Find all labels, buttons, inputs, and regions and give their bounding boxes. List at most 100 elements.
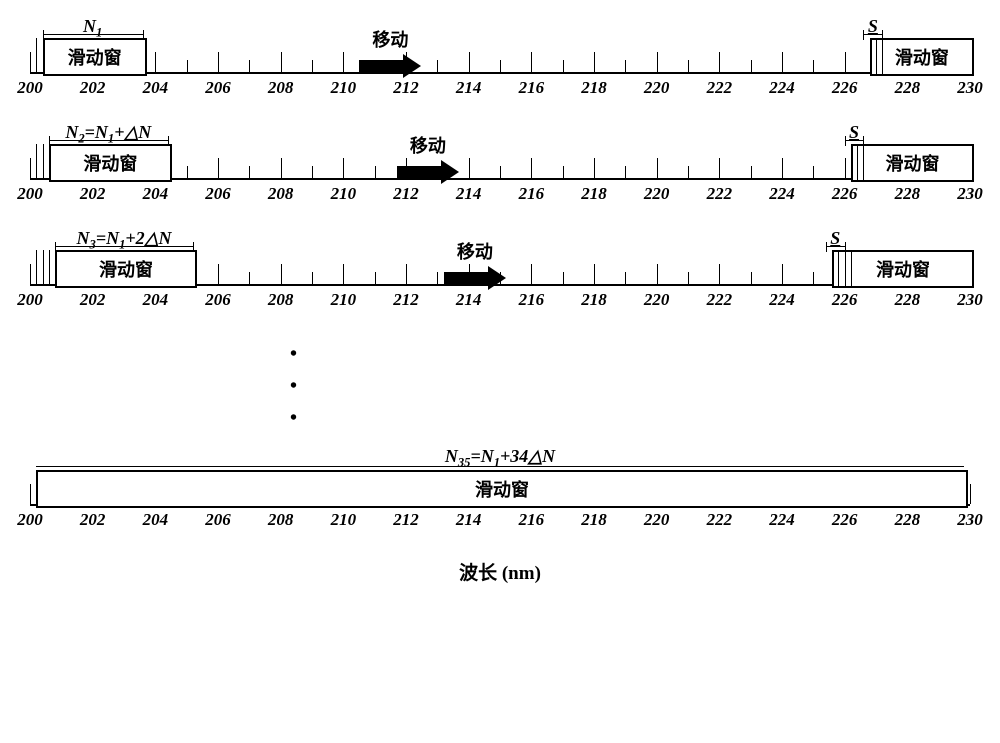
tick-label: 214 [456,78,482,98]
dim-end [863,136,864,146]
minor-tick [813,166,814,178]
tick-label: 206 [205,184,231,204]
sliding-window-left: 滑动窗 [49,144,172,182]
tick-label: 226 [832,78,858,98]
tick-label: 224 [769,510,795,530]
dim-end [55,242,56,252]
tick-label: 222 [707,290,733,310]
minor-tick [751,60,752,72]
sliding-window-left: 滑动窗 [55,250,197,288]
diagram-row-last: 2002022042062082102122142162182202222242… [10,452,990,530]
major-tick [343,158,344,178]
major-tick [406,264,407,284]
step-marker [49,250,50,286]
diagram-row: 2002022042062082102122142162182202222242… [10,126,990,204]
tick-label: 204 [143,78,169,98]
tick-label: 222 [707,78,733,98]
tick-label: 212 [393,510,419,530]
major-tick [845,158,846,178]
dim-end [845,136,846,146]
axis-container: 2002022042062082102122142162182202222242… [10,452,990,530]
sliding-window-diagram: 2002022042062082102122142162182202222242… [10,20,990,585]
axis-line [30,72,970,74]
tick-label: 228 [895,184,921,204]
move-label: 移动 [457,238,493,264]
tick-label: 218 [581,78,607,98]
major-tick [531,52,532,72]
major-tick [594,158,595,178]
minor-tick [437,272,438,284]
minor-tick [500,166,501,178]
sliding-window-right: 滑动窗 [870,38,974,76]
tick-label: 216 [519,290,545,310]
tick-label: 226 [832,510,858,530]
major-tick [281,264,282,284]
major-tick [657,158,658,178]
tick-label: 204 [143,290,169,310]
tick-label: 206 [205,78,231,98]
major-tick [30,264,31,284]
step-marker [845,250,846,286]
dim-end [143,30,144,40]
step-marker [857,144,858,180]
minor-tick [625,60,626,72]
minor-tick [500,60,501,72]
minor-tick [249,60,250,72]
axis-container: 2002022042062082102122142162182202222242… [10,126,990,204]
x-axis-label: 波长 (nm) [10,558,990,585]
major-tick [594,264,595,284]
s-label: S [830,228,840,249]
tick-label: 226 [832,184,858,204]
axis-container: 2002022042062082102122142162182202222242… [10,20,990,98]
arrow-icon [397,160,459,184]
move-label: 移动 [410,132,446,158]
tick-label: 220 [644,510,670,530]
tick-label: 214 [456,184,482,204]
tick-label: 226 [832,290,858,310]
tick-label: 208 [268,290,294,310]
minor-tick [249,166,250,178]
tick-label: 206 [205,290,231,310]
minor-tick [751,166,752,178]
tick-label: 218 [581,184,607,204]
minor-tick [375,272,376,284]
minor-tick [312,272,313,284]
ellipsis-dots: ••• [290,338,990,434]
minor-tick [563,272,564,284]
tick-label: 210 [331,184,357,204]
sliding-window-right: 滑动窗 [851,144,974,182]
window-label: 滑动窗 [876,256,930,282]
minor-tick [813,60,814,72]
major-tick [469,158,470,178]
major-tick [343,52,344,72]
tick-label: 200 [17,78,43,98]
arrow-icon [359,54,421,78]
tick-label: 200 [17,510,43,530]
tick-label: 230 [957,510,983,530]
minor-tick [688,60,689,72]
move-arrow: 移动 [359,26,421,78]
tick-label: 230 [957,184,983,204]
major-tick [782,264,783,284]
sliding-window-left: 滑动窗 [43,38,147,76]
major-tick [531,264,532,284]
minor-tick [625,272,626,284]
dim-end [43,30,44,40]
dim-end [863,30,864,40]
diagram-row: 2002022042062082102122142162182202222242… [10,20,990,98]
step-marker [36,250,37,286]
minor-tick [625,166,626,178]
major-tick [218,264,219,284]
major-tick [155,52,156,72]
n-label: N2=N1+△N [65,122,151,147]
step-marker [838,250,839,286]
step-marker [43,38,44,74]
major-tick [657,52,658,72]
arrow-icon [444,266,506,290]
window-label: 滑动窗 [895,44,949,70]
tick-label: 216 [519,510,545,530]
tick-label: 210 [331,510,357,530]
step-marker [43,250,44,286]
minor-tick [813,272,814,284]
major-tick [218,52,219,72]
